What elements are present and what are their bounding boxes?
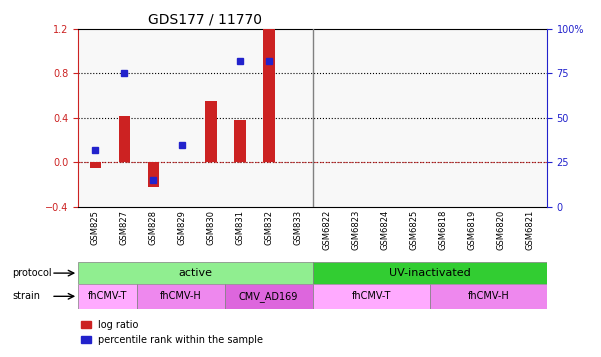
Text: fhCMV-H: fhCMV-H	[468, 291, 509, 301]
Text: protocol: protocol	[12, 268, 52, 278]
Text: fhCMV-T: fhCMV-T	[88, 291, 127, 301]
Text: active: active	[178, 268, 212, 278]
Bar	[206, 101, 217, 162]
Text: fhCMV-H: fhCMV-H	[160, 291, 201, 301]
Bar	[234, 120, 246, 162]
Bar	[148, 162, 159, 187]
FancyBboxPatch shape	[225, 284, 313, 309]
FancyBboxPatch shape	[313, 262, 547, 284]
FancyBboxPatch shape	[78, 284, 137, 309]
FancyBboxPatch shape	[78, 262, 313, 284]
Text: UV-inactivated: UV-inactivated	[389, 268, 471, 278]
Text: strain: strain	[12, 291, 40, 301]
FancyBboxPatch shape	[430, 284, 547, 309]
Text: CMV_AD169: CMV_AD169	[239, 291, 298, 302]
Text: fhCMV-T: fhCMV-T	[352, 291, 391, 301]
Bar	[90, 162, 102, 168]
Legend: log ratio, percentile rank within the sample: log ratio, percentile rank within the sa…	[77, 316, 267, 348]
FancyBboxPatch shape	[313, 284, 430, 309]
Bar	[263, 29, 275, 162]
Bar	[118, 116, 130, 162]
Text: GDS177 / 11770: GDS177 / 11770	[148, 12, 263, 26]
FancyBboxPatch shape	[137, 284, 225, 309]
